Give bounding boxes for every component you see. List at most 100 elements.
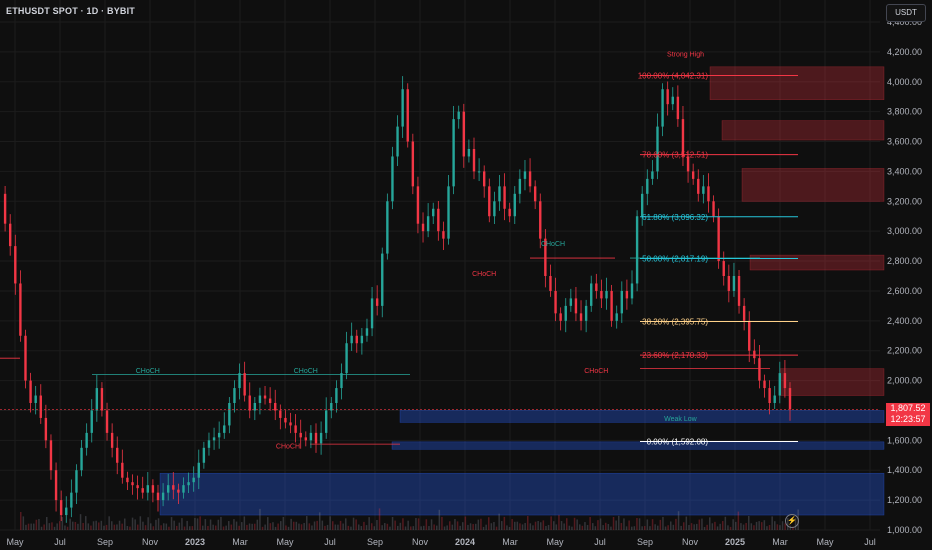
volume-bar <box>623 518 625 530</box>
volume-bar <box>532 525 534 530</box>
volume-bar <box>540 522 542 530</box>
volume-bars <box>20 508 799 530</box>
candle-body <box>177 489 180 493</box>
volume-bar <box>215 525 217 530</box>
candle-body <box>29 380 32 403</box>
fib-level-label: 61.80% (3,096.32) <box>642 213 708 222</box>
price-series <box>3 76 792 523</box>
volume-bar <box>547 524 550 530</box>
volume-bar <box>688 524 690 530</box>
volume-bar <box>48 523 51 530</box>
volume-bar <box>402 518 404 530</box>
volume-bar <box>181 518 183 530</box>
volume-bar <box>462 522 464 530</box>
volume-bar <box>511 519 513 530</box>
structure-label: CHoCH <box>584 368 608 375</box>
structure-label: CHoCH <box>541 241 565 248</box>
structure-label: CHoCH <box>472 271 496 278</box>
volume-bar <box>545 526 547 530</box>
volume-bar <box>381 525 383 530</box>
volume-bar <box>563 523 565 530</box>
x-tick-label: Nov <box>142 537 159 547</box>
volume-bar <box>428 526 430 530</box>
candle-body <box>595 283 598 291</box>
volume-bar <box>501 521 503 530</box>
candle-body <box>116 447 119 463</box>
volume-bar <box>680 525 682 530</box>
volume-bar <box>35 519 38 530</box>
candle-body <box>136 485 139 489</box>
supply-zone <box>741 168 885 202</box>
volume-bar <box>87 523 90 530</box>
volume-bar <box>701 518 703 530</box>
lightning-icon[interactable]: ⚡ <box>785 514 799 528</box>
candle-body <box>656 126 659 172</box>
volume-bar <box>256 519 259 530</box>
x-tick-label: May <box>276 537 294 547</box>
volume-bar <box>722 521 724 530</box>
volume-bar <box>568 525 571 530</box>
candle-body <box>258 395 262 403</box>
volume-bar <box>584 522 586 530</box>
candle-body <box>406 89 409 142</box>
candle-body <box>314 432 318 444</box>
volume-bar <box>672 524 675 530</box>
structure-label: CHoCH <box>276 444 300 451</box>
volume-bar <box>170 517 173 530</box>
candle-body <box>646 178 649 194</box>
volume-bar <box>768 524 771 530</box>
structure-label: CHoCH <box>136 368 160 375</box>
volume-bar <box>550 516 552 530</box>
time-axis[interactable]: May Jul Sep Nov 2023 Mar May Jul Sep Nov 2024 Mar Ma… <box>6 537 875 547</box>
volume-bar <box>280 521 282 530</box>
volume-bar <box>498 513 500 530</box>
volume-bar <box>646 519 649 530</box>
candle-body <box>742 305 746 321</box>
volume-bar <box>451 524 454 530</box>
candle-body <box>523 171 527 179</box>
symbol-title[interactable]: ETHUSDT SPOT · 1D · BYBIT <box>6 6 136 16</box>
volume-bar <box>121 523 123 530</box>
volume-bar <box>781 521 784 530</box>
supply-zone <box>749 254 885 271</box>
candle-body <box>712 201 715 217</box>
candle-body <box>697 178 700 194</box>
candle-body <box>707 186 710 202</box>
candle-body <box>355 335 358 344</box>
volume-bar <box>373 526 376 530</box>
y-tick-label: 3,000.00 <box>887 226 922 236</box>
volume-bar <box>776 524 779 530</box>
volume-bar <box>524 522 526 530</box>
volume-bar <box>282 516 285 530</box>
x-tick-label: Jul <box>324 537 336 547</box>
x-tick-label: 2023 <box>185 537 205 547</box>
candle-body <box>95 388 99 411</box>
candle-body <box>528 171 532 187</box>
candle-body <box>207 440 211 448</box>
candle-body <box>294 425 297 433</box>
volume-bar <box>493 522 495 530</box>
candle-body <box>554 290 557 314</box>
volume-bar <box>480 518 482 530</box>
fibonacci-retracement[interactable]: 100.00% (4,042.31) 78.60% (3,512.51) 61.80… <box>638 71 798 447</box>
candle-body <box>549 276 552 291</box>
price-axis[interactable]: 1,000.001,200.001,400.001,600.001,800.00… <box>887 17 922 535</box>
volume-bar <box>573 517 576 530</box>
volume-bar <box>792 526 794 530</box>
volume-bar <box>412 526 415 530</box>
volume-bar <box>134 519 136 530</box>
volume-bar <box>430 519 433 530</box>
volume-bar <box>558 514 560 530</box>
volume-bar <box>683 522 685 530</box>
y-tick-label: 3,400.00 <box>887 166 922 176</box>
volume-bar <box>30 523 32 530</box>
volume-bar <box>610 526 612 530</box>
volume-bar <box>488 517 490 530</box>
volume-bar <box>118 520 121 530</box>
candle-body <box>90 410 93 433</box>
currency-unit-button[interactable]: USDT <box>886 4 926 22</box>
candle-body <box>141 488 144 493</box>
x-tick-label: Mar <box>232 537 248 547</box>
